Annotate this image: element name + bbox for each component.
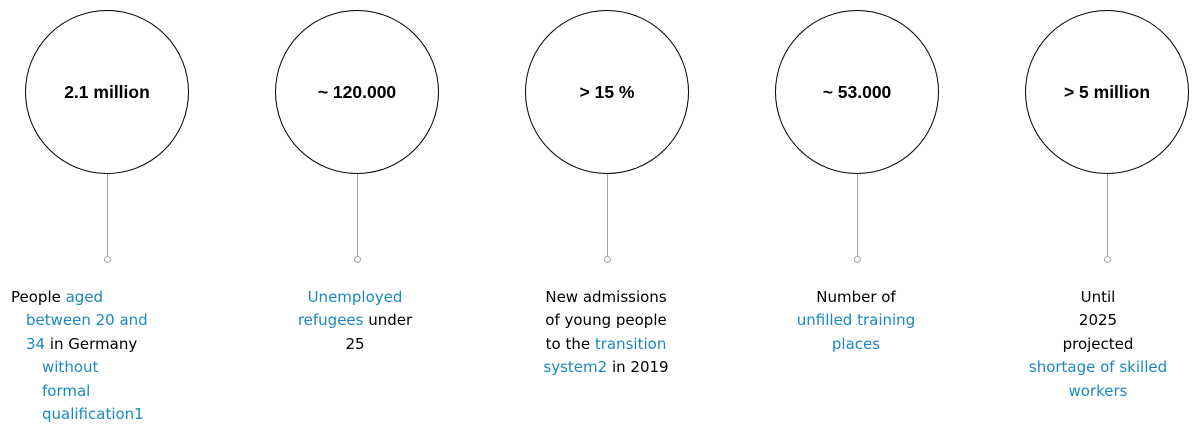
stat-value: > 5 million (1063, 81, 1151, 102)
stat-circle: > 5 million (1025, 10, 1189, 174)
caption-text: People (11, 288, 66, 306)
stat-caption: Unemployed refugees under 25 (250, 286, 460, 356)
stat-circle: ~ 53.000 (775, 10, 939, 174)
caption-highlight: aged (65, 288, 104, 306)
caption-text: 2025 (1078, 311, 1118, 330)
stat-circle: 2.1 million (25, 10, 189, 174)
caption-text: projected (1062, 334, 1134, 353)
stat-circle: ~ 120.000 (275, 10, 439, 174)
caption-text: to the (545, 334, 595, 353)
caption-highlight: without (42, 358, 99, 377)
connector-line (857, 174, 858, 256)
stat-caption: Number of unfilled training places (750, 286, 962, 356)
caption-highlight: places (831, 334, 881, 353)
connector-dot (604, 256, 611, 263)
connector-dot (1104, 256, 1111, 263)
connector-line (1107, 174, 1108, 256)
caption-highlight: 34 (26, 334, 46, 353)
stat-circle: > 15 % (525, 10, 689, 174)
connector-line (607, 174, 608, 256)
connector-line (357, 174, 358, 256)
caption-text: in 2019 (607, 358, 669, 377)
connector-dot (354, 256, 361, 263)
stat-value: ~ 120.000 (317, 81, 397, 102)
connector-dot (854, 256, 861, 263)
caption-highlight: shortage of skilled (1028, 358, 1168, 377)
caption-highlight: refugees (297, 311, 364, 330)
stat-caption: People aged between 20 and 34 in Germany… (0, 286, 200, 426)
caption-text: New admissions (545, 288, 667, 306)
caption-text: under (363, 311, 413, 330)
caption-text: Number of (816, 288, 896, 306)
caption-highlight: between 20 and (26, 311, 148, 330)
caption-highlight: Unemployed (307, 288, 403, 306)
caption-highlight: formal (42, 381, 91, 400)
caption-text: of young people (545, 311, 667, 330)
connector-line (107, 174, 108, 256)
stat-item-1: 2.1 million People aged between 20 and 3… (0, 0, 200, 438)
caption-highlight: transition (594, 334, 667, 353)
caption-text: 25 (345, 334, 365, 353)
stat-value: > 15 % (579, 81, 635, 102)
stat-caption: Until 2025 projected shortage of skilled… (1000, 286, 1196, 403)
caption-highlight: system2 (543, 358, 608, 377)
stat-item-4: ~ 53.000 Number of unfilled training pla… (750, 0, 950, 438)
stat-item-5: > 5 million Until 2025 projected shortag… (1000, 0, 1197, 438)
connector-dot (104, 256, 111, 263)
caption-highlight: qualification1 (42, 405, 144, 424)
caption-text: in Germany (45, 334, 138, 353)
caption-text: Until (1080, 288, 1116, 306)
stat-caption: New admissions of young people to the tr… (500, 286, 712, 380)
stat-value: 2.1 million (64, 81, 150, 102)
stat-value: ~ 53.000 (822, 81, 892, 102)
caption-highlight: unfilled training (796, 311, 916, 330)
stat-item-3: > 15 % New admissions of young people to… (500, 0, 700, 438)
stat-item-2: ~ 120.000 Unemployed refugees under 25 (250, 0, 450, 438)
caption-highlight: workers (1068, 381, 1128, 400)
